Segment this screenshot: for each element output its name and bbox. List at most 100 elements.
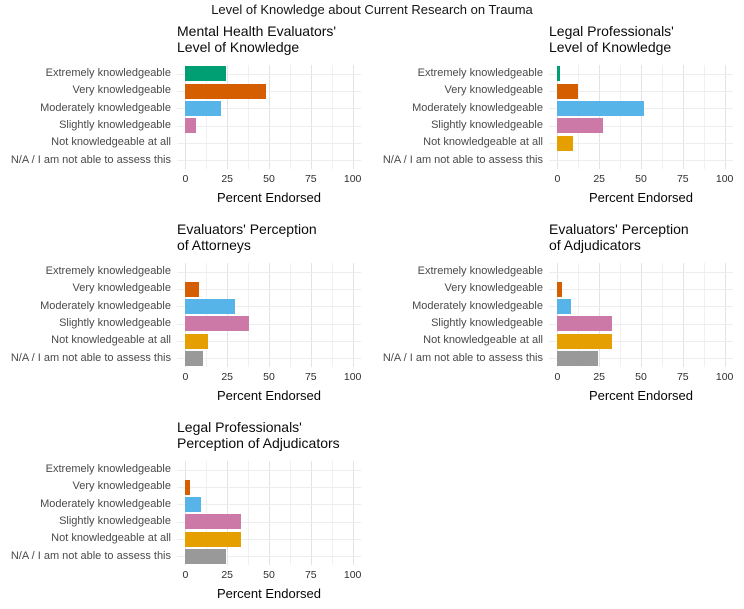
gridline-minor [289,263,291,367]
gridline-major [310,65,312,169]
bar-slightly [185,118,196,134]
panel-title-line: of Adjudicators [549,237,641,253]
y-axis-label: Moderately knowledgeable [40,299,171,312]
x-tick-label: 25 [221,569,234,581]
x-tick-label: 0 [182,569,189,581]
gridline-major [352,65,354,169]
gridline-major [682,263,684,367]
x-axis-ticks: 0 25 50 75 100 [177,569,361,582]
panel-title-line: Evaluators' Perception [549,221,689,237]
gridline-minor [703,263,705,367]
gridline-category [549,125,733,127]
gridline-minor [289,461,291,565]
y-axis-label: Extremely knowledgeable [417,265,543,277]
x-tick-label: 100 [715,371,734,383]
y-axis-label: Extremely knowledgeable [417,67,543,79]
panel-title-line: Evaluators' Perception [177,221,317,237]
bar-slightly [557,118,604,134]
gridline-major [641,263,642,367]
gridline-minor [331,65,333,169]
bar-moderately [185,100,221,116]
gridline-category [177,160,361,162]
y-axis-label: Not knowledgeable at all [423,334,543,347]
x-axis-ticks: 0 25 50 75 100 [177,371,361,384]
y-axis-labels: Extremely knowledgeable Very knowledgeabl… [372,263,543,367]
gridline-category [549,306,733,308]
bar-not [185,333,208,349]
gridline-major [724,65,726,169]
plot-area [549,263,733,367]
x-tick-label: 25 [593,371,606,383]
panel-title: Evaluators' Perception of Attorneys [177,221,373,253]
panel-title: Evaluators' Perception of Adjudicators [549,221,744,253]
bar-not [557,135,573,151]
gridline-category [177,323,361,325]
gridline-minor [206,263,208,367]
gridline-minor [331,461,333,565]
gridline-category [549,160,733,162]
bar-moderately [185,496,201,512]
gridline-minor [206,65,208,169]
gridline-category [177,143,361,144]
gridline-category [177,108,361,110]
gridline-category [549,73,733,75]
panel-title: Legal Professionals' Level of Knowledge [549,23,744,55]
y-axis-label: N/A / I am not able to assess this [382,153,543,166]
gridline-category [549,289,733,290]
y-axis-label: Slightly knowledgeable [431,118,543,131]
bar-slightly [185,514,242,530]
gridline-category [177,556,361,558]
gridline-major [310,461,312,565]
gridline-category [549,323,733,325]
gridline-major [310,263,312,367]
x-tick-label: 0 [182,173,189,185]
bar-very [557,83,578,99]
gridline-major [557,263,559,367]
gridline-major [227,461,229,565]
x-tick-label: 0 [554,371,561,383]
gridline-minor [206,461,208,565]
panel-title-line: Level of Knowledge [549,39,672,55]
y-axis-label: Very knowledgeable [444,84,543,97]
panel-title-line: Level of Knowledge [177,39,300,55]
panel-evaluators-perception-adjudicators: Evaluators' Perception of Adjudicators E… [372,216,744,411]
gridline-category [177,539,361,540]
panel-title-line: Perception of Adjudicators [177,435,340,451]
y-axis-label: Extremely knowledgeable [45,463,171,475]
gridline-minor [620,263,622,367]
gridline-major [352,263,354,367]
gridline-minor [578,65,580,169]
gridline-category [177,306,361,308]
bar-very [185,281,199,297]
y-axis-label: Extremely knowledgeable [45,265,171,277]
x-tick-label: 50 [263,173,275,185]
gridline-major [599,65,601,169]
gridline-category [549,341,733,342]
gridline-category [177,73,361,75]
y-axis-label: N/A / I am not able to assess this [10,153,171,166]
y-axis-label: Slightly knowledgeable [59,316,171,329]
panel-evaluators-perception-attorneys: Evaluators' Perception of Attorneys Extr… [0,216,372,411]
gridline-major [227,65,229,169]
y-axis-label: Slightly knowledgeable [431,316,543,329]
y-axis-labels: Extremely knowledgeable Very knowledgeabl… [372,65,543,169]
panel-title-line: of Attorneys [177,237,251,253]
x-tick-label: 25 [593,173,606,185]
figure-title: Level of Knowledge about Current Researc… [211,2,533,17]
gridline-major [227,263,229,367]
bar-not [185,531,242,547]
bar-moderately [185,298,236,314]
gridline-category [549,271,733,273]
gridline-minor [661,65,663,169]
gridline-category [177,271,361,273]
x-axis-title: Percent Endorsed [216,586,322,601]
bar-slightly [185,316,249,332]
panel-title-line: Legal Professionals' [177,419,302,435]
gridline-category [177,358,361,360]
y-axis-label: Extremely knowledgeable [45,67,171,79]
x-tick-label: 75 [304,569,317,581]
panel-mental-health-evaluators-knowledge: Mental Health Evaluators' Level of Knowl… [0,18,372,213]
y-axis-label: Not knowledgeable at all [51,136,171,149]
y-axis-labels: Extremely knowledgeable Very knowledgeabl… [0,263,171,367]
gridline-category [549,91,733,92]
